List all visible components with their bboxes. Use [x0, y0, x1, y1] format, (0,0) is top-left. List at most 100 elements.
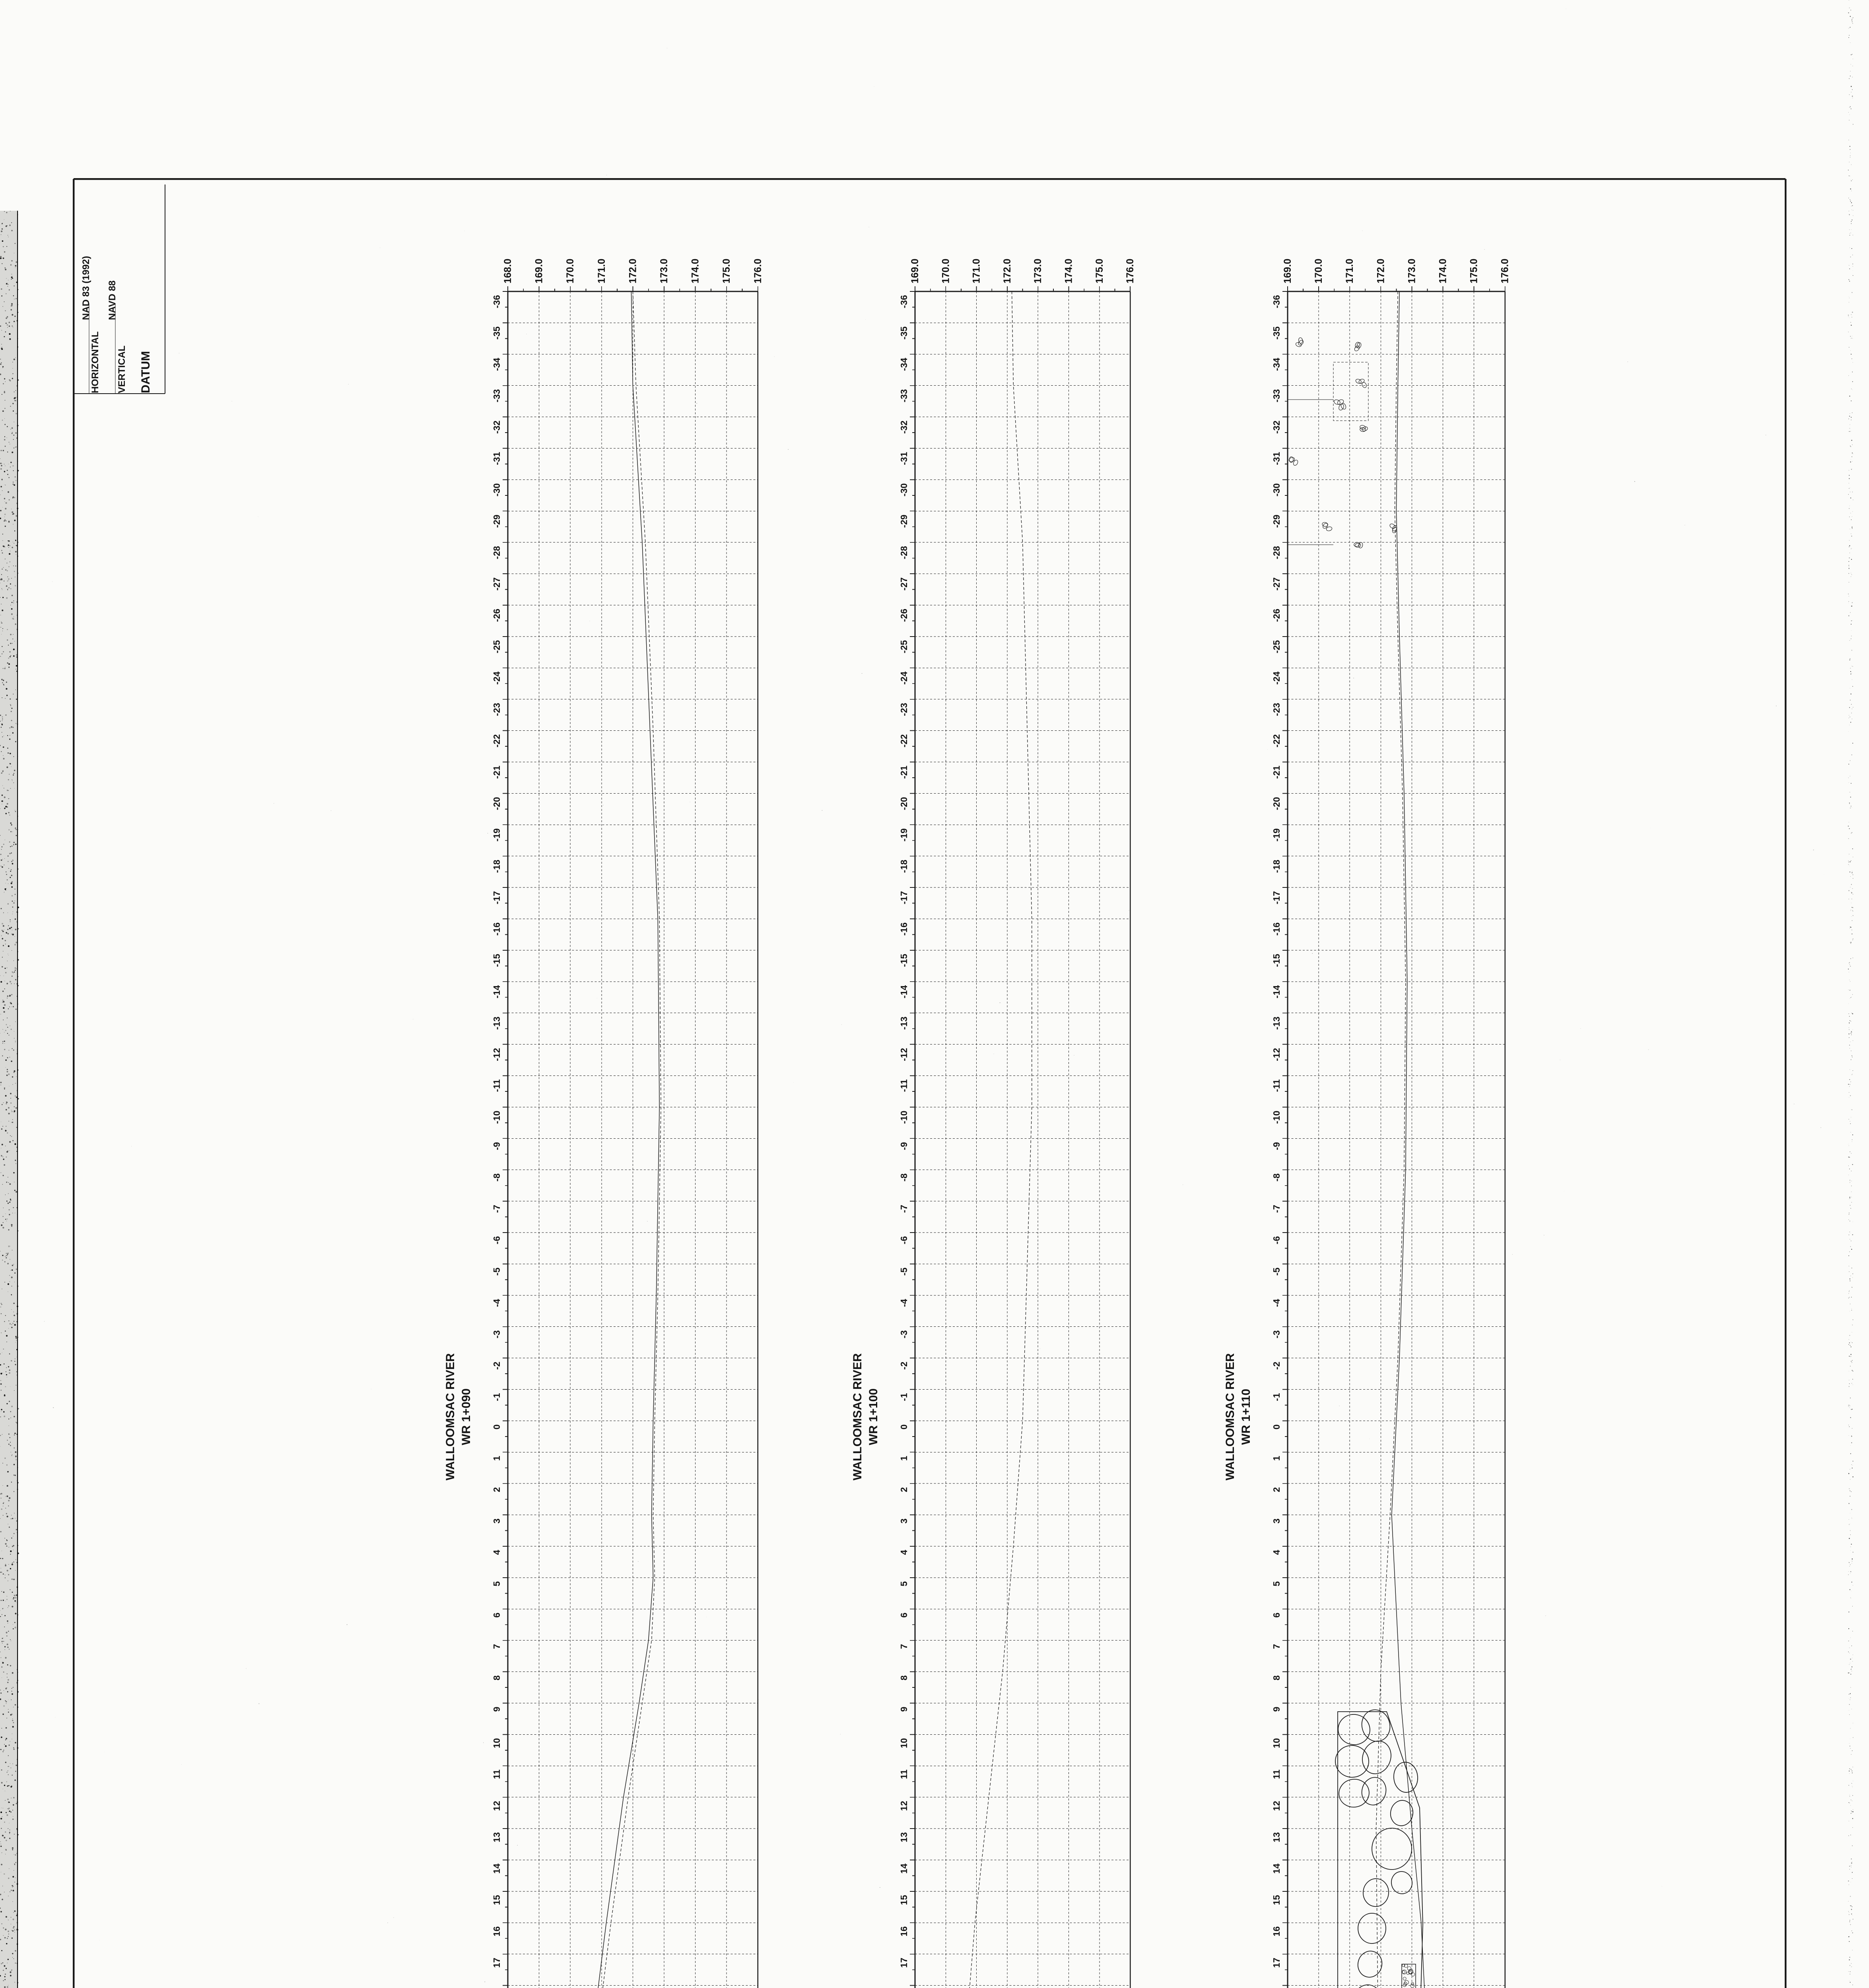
svg-text:-3: -3: [1271, 1330, 1282, 1338]
svg-text:3: 3: [492, 1518, 502, 1524]
svg-text:-2: -2: [492, 1362, 502, 1370]
svg-text:-26: -26: [899, 609, 909, 622]
svg-text:-11: -11: [1271, 1079, 1282, 1092]
svg-text:175.0: 175.0: [721, 258, 732, 283]
svg-text:-4: -4: [1271, 1299, 1282, 1307]
svg-text:7: 7: [899, 1644, 909, 1649]
svg-text:12: 12: [899, 1801, 909, 1811]
svg-text:-12: -12: [899, 1048, 909, 1061]
svg-text:-1: -1: [1271, 1393, 1282, 1401]
svg-text:7: 7: [1271, 1644, 1282, 1649]
svg-text:176.0: 176.0: [1500, 258, 1511, 283]
svg-text:WR 1+100: WR 1+100: [867, 1388, 880, 1445]
svg-text:NAD 83 (1992): NAD 83 (1992): [81, 256, 91, 320]
svg-text:-9: -9: [1271, 1142, 1282, 1150]
svg-text:1: 1: [899, 1456, 909, 1461]
svg-text:-28: -28: [1271, 546, 1282, 559]
svg-text:-31: -31: [899, 452, 909, 465]
svg-text:-5: -5: [492, 1268, 502, 1276]
svg-text:0: 0: [899, 1424, 909, 1429]
svg-text:WALLOOMSAC RIVER: WALLOOMSAC RIVER: [851, 1353, 864, 1480]
svg-text:-32: -32: [492, 421, 502, 434]
svg-text:-34: -34: [492, 358, 502, 371]
svg-text:174.0: 174.0: [1063, 258, 1074, 283]
svg-text:11: 11: [899, 1769, 909, 1779]
svg-text:174.0: 174.0: [1438, 258, 1449, 283]
svg-text:-32: -32: [899, 421, 909, 434]
svg-text:12: 12: [1271, 1801, 1282, 1811]
svg-text:-6: -6: [899, 1236, 909, 1244]
svg-text:-11: -11: [899, 1079, 909, 1092]
svg-text:-19: -19: [1271, 828, 1282, 841]
svg-text:-13: -13: [1271, 1017, 1282, 1030]
svg-text:-27: -27: [492, 577, 502, 590]
svg-text:4: 4: [492, 1550, 502, 1555]
svg-text:7: 7: [492, 1644, 502, 1649]
svg-text:-20: -20: [492, 797, 502, 810]
svg-text:-23: -23: [899, 703, 909, 716]
svg-text:2: 2: [492, 1487, 502, 1492]
svg-text:-21: -21: [1271, 765, 1282, 779]
svg-text:172.0: 172.0: [627, 258, 638, 283]
svg-text:-29: -29: [492, 514, 502, 528]
svg-text:-17: -17: [492, 891, 502, 904]
svg-text:9: 9: [1271, 1707, 1282, 1712]
svg-text:14: 14: [492, 1864, 502, 1874]
svg-text:170.0: 170.0: [1313, 258, 1324, 283]
svg-text:6: 6: [899, 1613, 909, 1618]
svg-text:8: 8: [492, 1675, 502, 1680]
svg-text:-33: -33: [1271, 389, 1282, 402]
svg-text:-35: -35: [492, 326, 502, 340]
svg-text:-1: -1: [899, 1393, 909, 1401]
svg-text:-21: -21: [492, 765, 502, 779]
svg-text:-30: -30: [899, 483, 909, 496]
svg-text:1: 1: [1271, 1456, 1282, 1461]
svg-text:-9: -9: [899, 1142, 909, 1150]
svg-text:-1: -1: [492, 1393, 502, 1401]
svg-text:-13: -13: [899, 1017, 909, 1030]
svg-text:-13: -13: [492, 1017, 502, 1030]
svg-text:5: 5: [1271, 1581, 1282, 1586]
svg-text:15: 15: [492, 1895, 502, 1905]
svg-text:175.0: 175.0: [1094, 258, 1105, 283]
svg-text:-25: -25: [1271, 640, 1282, 653]
svg-text:-8: -8: [899, 1173, 909, 1182]
svg-text:-3: -3: [899, 1330, 909, 1338]
svg-text:-24: -24: [1271, 672, 1282, 685]
svg-text:172.0: 172.0: [1002, 258, 1013, 283]
svg-text:-23: -23: [492, 703, 502, 716]
svg-text:5: 5: [899, 1581, 909, 1586]
svg-text:-28: -28: [492, 546, 502, 559]
svg-text:17: 17: [1271, 1958, 1282, 1968]
svg-text:NAVD 88: NAVD 88: [107, 280, 118, 320]
svg-text:VERTICAL: VERTICAL: [117, 346, 127, 393]
svg-text:-18: -18: [492, 860, 502, 873]
svg-text:HORIZONTAL: HORIZONTAL: [90, 331, 101, 393]
svg-text:13: 13: [1271, 1832, 1282, 1842]
svg-text:-5: -5: [1271, 1268, 1282, 1276]
svg-text:-22: -22: [492, 734, 502, 747]
svg-text:10: 10: [899, 1738, 909, 1748]
svg-text:WR 1+090: WR 1+090: [460, 1388, 473, 1445]
svg-text:3: 3: [1271, 1518, 1282, 1524]
svg-text:-14: -14: [899, 985, 909, 998]
svg-text:-17: -17: [1271, 891, 1282, 904]
svg-text:WR 1+110: WR 1+110: [1240, 1389, 1253, 1445]
svg-text:14: 14: [899, 1864, 909, 1874]
svg-text:12: 12: [492, 1801, 502, 1811]
svg-text:3: 3: [899, 1518, 909, 1524]
svg-text:-6: -6: [1271, 1236, 1282, 1244]
svg-text:-15: -15: [899, 954, 909, 967]
svg-text:0: 0: [1271, 1424, 1282, 1429]
svg-text:-8: -8: [1271, 1173, 1282, 1182]
svg-text:-25: -25: [899, 640, 909, 653]
svg-text:-12: -12: [1271, 1048, 1282, 1061]
svg-text:-24: -24: [899, 672, 909, 685]
svg-text:WALLOOMSAC RIVER: WALLOOMSAC RIVER: [444, 1353, 457, 1480]
svg-text:-34: -34: [899, 358, 909, 371]
svg-text:-18: -18: [899, 860, 909, 873]
svg-text:8: 8: [899, 1675, 909, 1680]
svg-text:4: 4: [1271, 1550, 1282, 1555]
svg-text:-15: -15: [492, 954, 502, 967]
svg-text:-32: -32: [1271, 421, 1282, 434]
